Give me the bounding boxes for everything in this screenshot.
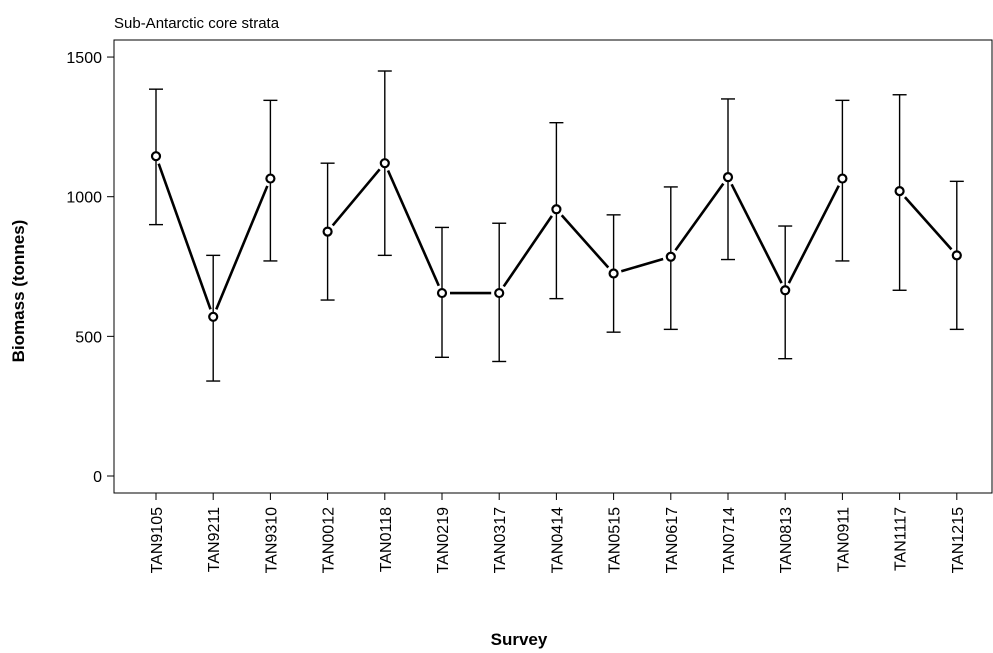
data-point bbox=[837, 173, 848, 184]
series-line-segment bbox=[386, 169, 440, 287]
data-point bbox=[436, 287, 448, 299]
data-point bbox=[379, 158, 390, 169]
series-line-segment bbox=[560, 214, 610, 269]
x-tick-label: TAN0617 bbox=[664, 507, 681, 574]
series-line-segment bbox=[502, 215, 553, 288]
data-point bbox=[150, 151, 162, 162]
x-tick-label: TAN1117 bbox=[893, 507, 910, 571]
data-point bbox=[208, 311, 219, 322]
series-line-segment bbox=[331, 168, 381, 227]
x-tick-label: TAN0414 bbox=[549, 507, 566, 574]
y-axis-title: Biomass (tonnes) bbox=[9, 220, 28, 363]
biomass-series bbox=[149, 70, 964, 382]
series-line-segment bbox=[157, 163, 212, 310]
series-line-segment bbox=[215, 185, 269, 310]
x-axis: TAN9105 TAN9211 TAN9310 TAN0012 TAN0118 TAN02… bbox=[149, 493, 967, 573]
data-point bbox=[665, 251, 676, 262]
x-tick-label: TAN9105 bbox=[149, 507, 166, 574]
x-tick-label: TAN0813 bbox=[778, 507, 795, 574]
x-tick-label: TAN0317 bbox=[492, 507, 509, 574]
series-line-segment bbox=[903, 196, 953, 251]
x-tick-label: TAN0118 bbox=[378, 507, 395, 572]
data-point bbox=[722, 172, 734, 183]
series-line-segment bbox=[620, 257, 664, 273]
y-axis: 0 500 1000 1500 bbox=[66, 50, 114, 486]
data-point bbox=[322, 226, 333, 237]
data-point bbox=[951, 250, 962, 261]
data-point bbox=[494, 287, 505, 299]
x-tick-label: TAN1215 bbox=[950, 507, 967, 574]
x-tick-label: TAN9211 bbox=[206, 507, 223, 572]
y-tick-label: 1500 bbox=[66, 50, 102, 67]
series-line-segment bbox=[730, 183, 783, 284]
plot-frame bbox=[113, 39, 993, 494]
y-tick-label: 500 bbox=[75, 329, 102, 346]
data-point bbox=[551, 204, 562, 215]
x-tick-label: TAN0012 bbox=[321, 507, 338, 574]
series-line-segment bbox=[787, 185, 840, 284]
data-point bbox=[265, 173, 276, 184]
x-tick-label: TAN0714 bbox=[721, 507, 738, 574]
data-point bbox=[608, 268, 619, 279]
y-tick-label: 0 bbox=[93, 469, 102, 486]
x-tick-label: TAN9310 bbox=[263, 507, 280, 574]
x-tick-label: TAN0219 bbox=[435, 507, 452, 574]
series-line-segment bbox=[674, 182, 725, 252]
x-tick-label: TAN0515 bbox=[607, 507, 624, 574]
y-tick-label: 1000 bbox=[66, 190, 102, 207]
data-point bbox=[780, 285, 791, 296]
data-point bbox=[894, 186, 905, 197]
x-axis-title: Survey bbox=[491, 630, 548, 649]
x-tick-label: TAN0911 bbox=[835, 507, 852, 572]
chart-title: Sub-Antarctic core strata bbox=[114, 15, 280, 32]
